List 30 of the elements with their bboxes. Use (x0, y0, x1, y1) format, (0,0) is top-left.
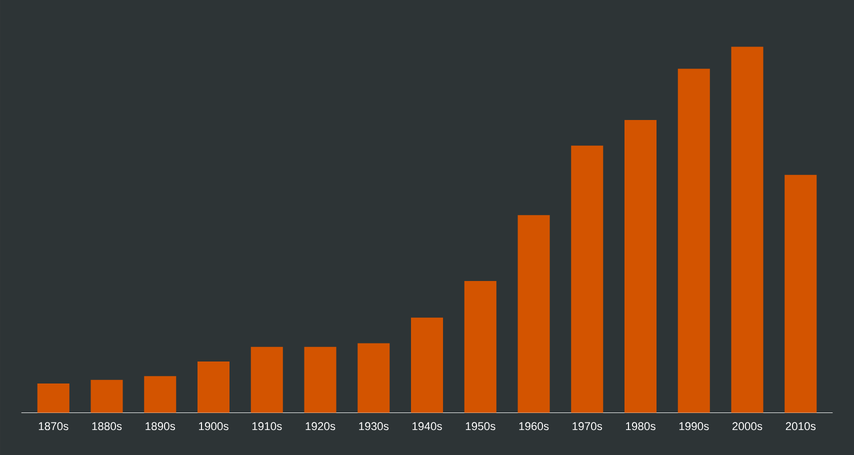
bar (678, 68, 710, 413)
x-tick-label: 2000s (732, 422, 762, 430)
x-tick-label: 1870s (38, 422, 68, 430)
x-tick-label: 1920s (306, 422, 336, 430)
bar (90, 380, 123, 413)
bar (784, 174, 817, 413)
x-tick-label: 1970s (572, 422, 602, 430)
bar (358, 342, 390, 413)
bar (144, 376, 176, 413)
x-tick-label: 1940s (412, 422, 442, 430)
x-tick-label: 1900s (199, 422, 228, 430)
x-tick-label: 1890s (146, 422, 176, 430)
x-tick-label: 1960s (519, 422, 549, 430)
bar (731, 46, 764, 413)
x-tick-label: 1990s (679, 422, 709, 430)
bar (37, 383, 70, 413)
bar (304, 346, 336, 413)
bar (624, 120, 657, 413)
x-tick-label: 2010s (786, 422, 816, 430)
bar (464, 280, 496, 413)
x-tick-label: 1930s (359, 422, 389, 430)
bar (250, 346, 283, 413)
x-tick-label: 1950s (466, 422, 496, 430)
x-tick-label: 1980s (626, 422, 656, 430)
x-tick-label: 1880s (92, 422, 122, 430)
bar (571, 145, 604, 413)
bar (410, 317, 444, 413)
bar (518, 214, 550, 413)
bar (197, 361, 230, 413)
x-tick-label: 1910s (252, 422, 282, 430)
